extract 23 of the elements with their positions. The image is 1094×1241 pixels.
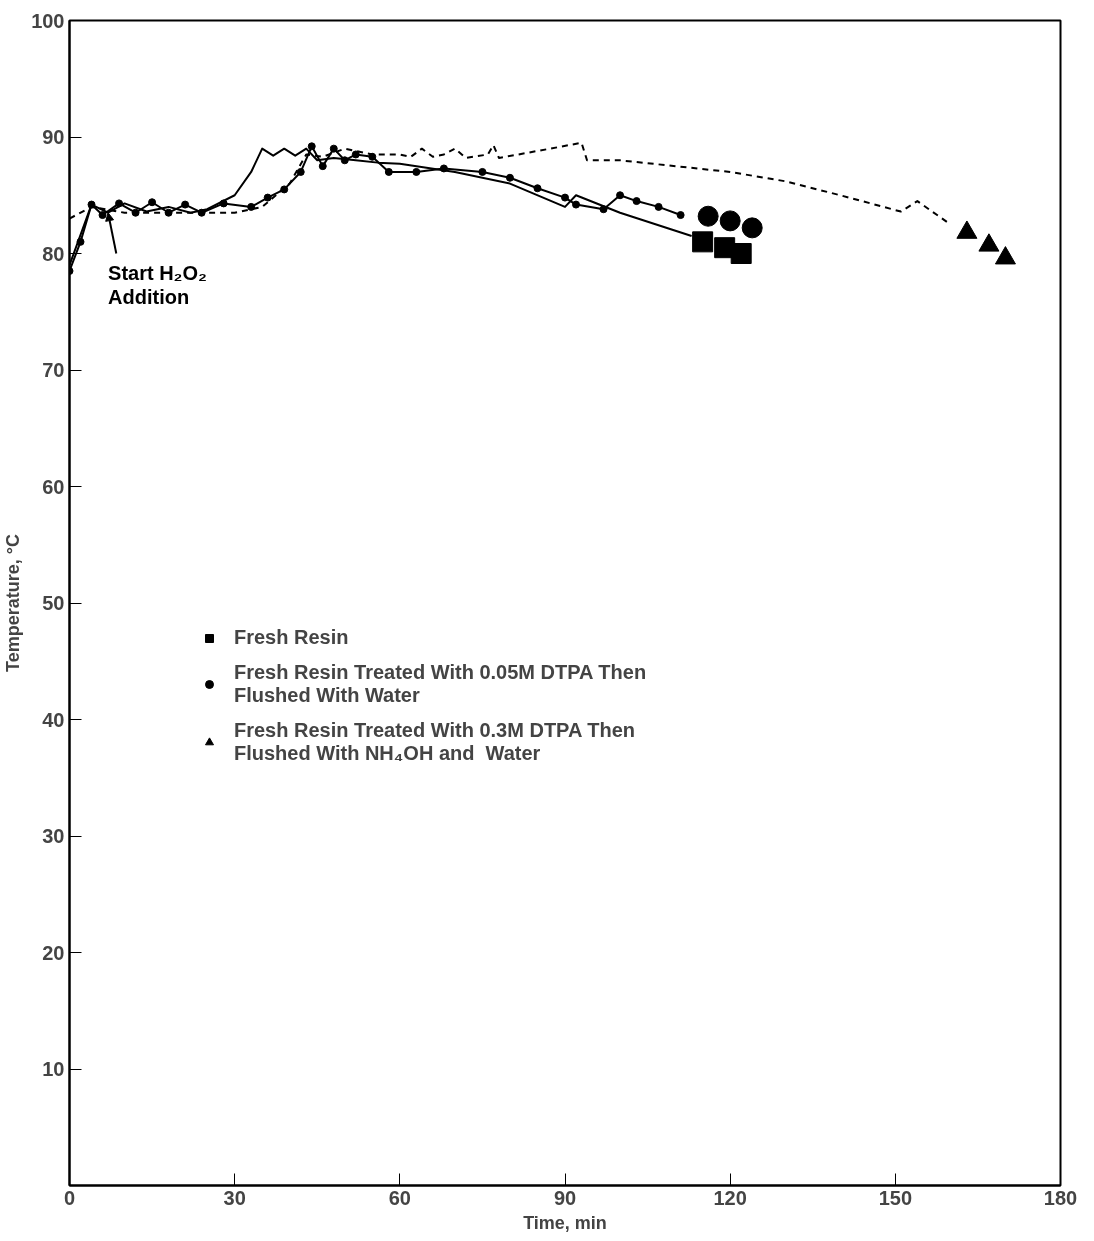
y-tick-label: 50 bbox=[42, 592, 65, 614]
x-tick-label: 30 bbox=[223, 1186, 246, 1209]
legend-label: Fresh Resin Treated With 0.05M DTPA Then Flushed With Water bbox=[234, 661, 647, 707]
x-tick-label: 0 bbox=[63, 1186, 76, 1209]
y-tick-label: 90 bbox=[42, 126, 65, 148]
x-tick-label: 90 bbox=[553, 1186, 577, 1209]
y-tick-label: 100 bbox=[31, 9, 65, 32]
y-tick-label: 80 bbox=[42, 242, 65, 265]
y-tick-label: 10 bbox=[42, 1058, 65, 1080]
x-tick-label: 150 bbox=[878, 1186, 913, 1209]
y-tick-label: 60 bbox=[42, 475, 65, 498]
x-tick-label: 120 bbox=[713, 1186, 747, 1209]
y-axis-title: Temperature, °C bbox=[3, 534, 24, 672]
legend-label: Fresh Resin bbox=[234, 626, 349, 649]
y-tick-label: 20 bbox=[42, 941, 65, 964]
x-axis-title: Time, min bbox=[523, 1212, 607, 1233]
x-tick-label: 180 bbox=[1043, 1186, 1078, 1209]
y-tick-label: 30 bbox=[42, 825, 65, 847]
legend-label: Fresh Resin Treated With 0.3M DTPA Then Flushed With NH₄OH and Water bbox=[234, 719, 635, 765]
y-tick-label: 40 bbox=[42, 708, 65, 731]
annotation: Start H₂O₂ Addition bbox=[108, 261, 207, 309]
x-tick-label: 60 bbox=[388, 1186, 411, 1209]
y-tick-label: 70 bbox=[42, 359, 65, 381]
